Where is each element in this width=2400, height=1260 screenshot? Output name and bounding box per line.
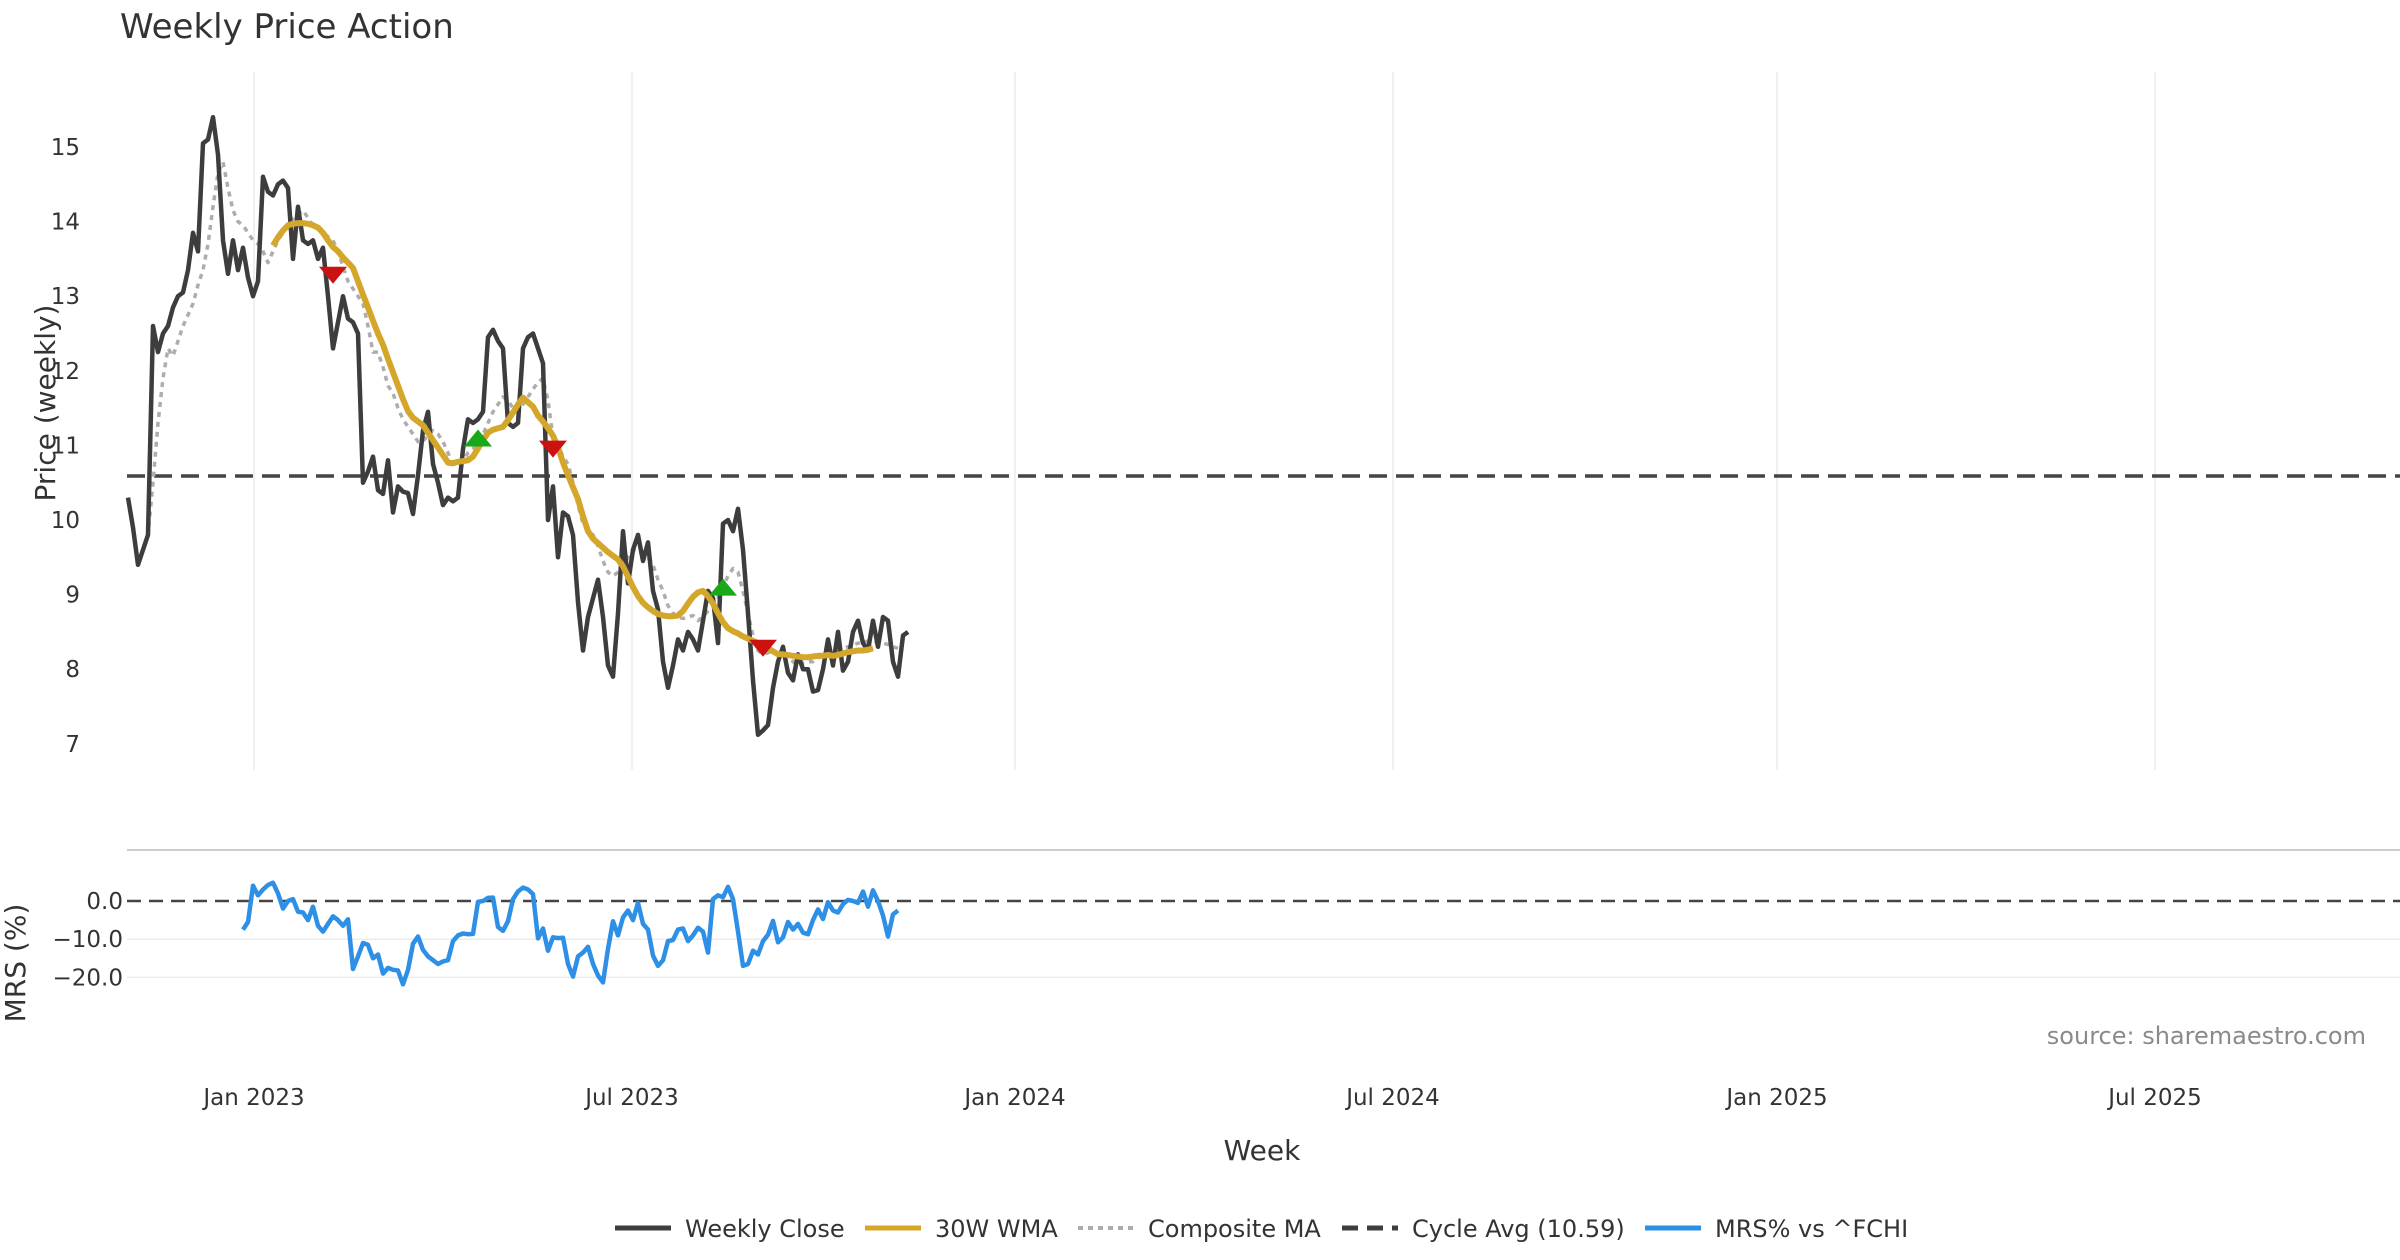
weekly-close-line — [125, 114, 910, 738]
tick-labels: 7 8 9 10 11 12 13 14 15 0.0 −10.0 −20.0 Jan 2023 Jul … — [51, 135, 2202, 1111]
x-tick-label: Jul 2024 — [1344, 1085, 1440, 1111]
price-tick-label: 12 — [51, 359, 80, 385]
price-tick-label: 9 — [65, 583, 80, 609]
chart-title: Weekly Price Action — [120, 7, 454, 47]
x-tick-label: Jan 2023 — [201, 1085, 304, 1111]
reference-lines — [127, 474, 2400, 903]
x-tick-label: Jul 2023 — [583, 1085, 679, 1111]
price-tick-label: 7 — [65, 732, 80, 758]
legend-label: Weekly Close — [685, 1215, 845, 1243]
mrs-series — [241, 880, 900, 987]
wma-30w-line — [270, 220, 874, 661]
sell-signal-marker-4 — [749, 639, 777, 657]
mrs-tick-label: −10.0 — [53, 927, 123, 953]
x-tick-label: Jan 2024 — [962, 1085, 1065, 1111]
source-label: source: sharemaestro.com — [2047, 1022, 2366, 1050]
sell-signal-marker-2 — [539, 440, 567, 458]
price-tick-label: 13 — [51, 284, 80, 310]
x-axis-label: Week — [1224, 1134, 1301, 1167]
x-tick-label: Jan 2025 — [1724, 1085, 1827, 1111]
price-tick-label: 11 — [51, 433, 80, 459]
price-tick-label: 15 — [51, 135, 80, 161]
price-tick-label: 8 — [65, 657, 80, 683]
signal-markers — [319, 266, 777, 657]
price-series — [125, 114, 910, 738]
mrs-tick-label: −20.0 — [53, 965, 123, 991]
mrs-axis-label: MRS (%) — [0, 904, 32, 1023]
sell-signal-marker-0 — [319, 266, 347, 284]
buy-signal-marker-3 — [709, 578, 737, 596]
gridlines — [127, 72, 2400, 979]
legend-label: 30W WMA — [935, 1215, 1058, 1243]
buy-signal-marker-1 — [464, 429, 492, 447]
legend-label: MRS% vs ^FCHI — [1715, 1215, 1908, 1243]
price-axis-label: Price (weekly) — [29, 305, 62, 502]
legend-label: Cycle Avg (10.59) — [1412, 1215, 1625, 1243]
x-tick-label: Jul 2025 — [2106, 1085, 2202, 1111]
legend-label: Composite MA — [1148, 1215, 1321, 1243]
mrs-line — [241, 880, 900, 987]
price-tick-label: 14 — [51, 210, 80, 236]
legend: Weekly Close 30W WMA Composite MA Cycle Avg… — [615, 1215, 1908, 1243]
price-tick-label: 10 — [51, 508, 80, 534]
mrs-tick-label: 0.0 — [86, 889, 123, 915]
